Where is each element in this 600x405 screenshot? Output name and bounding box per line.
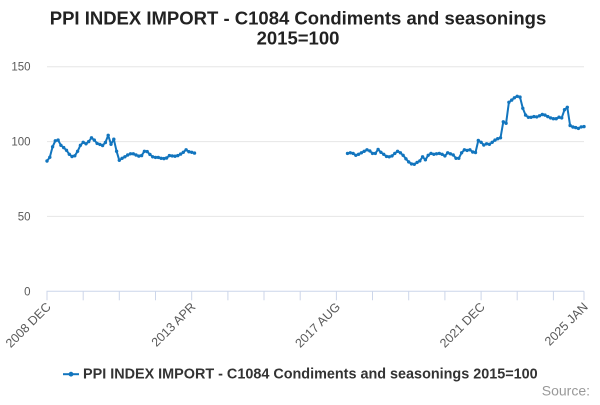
svg-text:PPI INDEX IMPORT - C1084 Condi: PPI INDEX IMPORT - C1084 Condiments and … xyxy=(50,8,547,29)
svg-text:50: 50 xyxy=(18,211,31,223)
svg-text:0: 0 xyxy=(24,286,30,298)
svg-text:2015=100: 2015=100 xyxy=(257,27,340,48)
svg-text:150: 150 xyxy=(11,62,30,74)
svg-text:100: 100 xyxy=(11,137,30,149)
svg-text:PPI INDEX IMPORT - C1084 Condi: PPI INDEX IMPORT - C1084 Condiments and … xyxy=(83,366,538,382)
svg-text:Source:: Source: xyxy=(542,383,590,399)
